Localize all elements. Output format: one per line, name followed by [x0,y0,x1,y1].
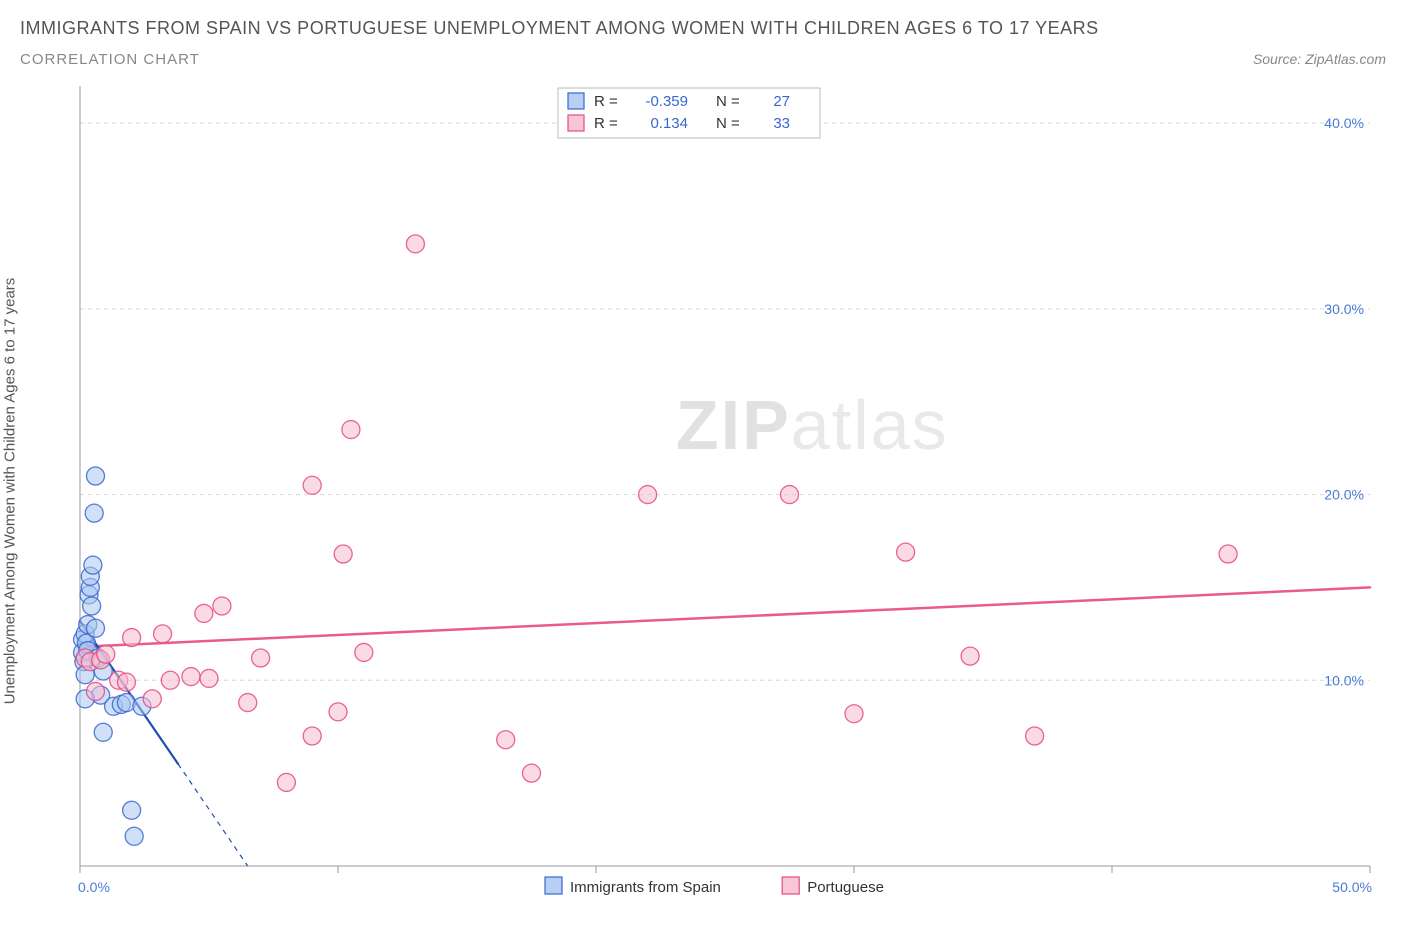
data-point [86,619,104,637]
data-point [1026,727,1044,745]
data-point [329,703,347,721]
data-point [781,486,799,504]
data-point [239,694,257,712]
y-axis-label: Unemployment Among Women with Children A… [2,278,19,705]
data-point [252,649,270,667]
data-point [195,604,213,622]
chart-subtitle: CORRELATION CHART [20,51,200,68]
data-point [161,671,179,689]
data-point [342,421,360,439]
data-point [523,764,541,782]
y-tick-label: 10.0% [1324,672,1364,688]
data-point [213,597,231,615]
trend-line-ext [178,764,248,866]
data-point [123,629,141,647]
legend-r-label: R = [594,93,618,110]
legend-n-value: 27 [773,93,790,110]
data-point [639,486,657,504]
data-point [86,467,104,485]
legend-swatch [568,93,584,109]
data-point [86,682,104,700]
scatter-chart: 10.0% 20.0% 30.0% 40.0% 0.0% 50.0% R = -0.359 N … [20,76,1386,906]
legend-r-value: 0.134 [650,115,688,132]
data-point [897,543,915,561]
data-point [1219,545,1237,563]
data-point [355,643,373,661]
data-point [303,727,321,745]
data-point [125,827,143,845]
legend-swatch [568,115,584,131]
x-tick-label: 50.0% [1332,879,1372,895]
chart-title: IMMIGRANTS FROM SPAIN VS PORTUGUESE UNEM… [20,18,1386,39]
legend-n-label: N = [716,115,740,132]
data-point [200,669,218,687]
data-point [845,705,863,723]
data-point [182,668,200,686]
legend-n-label: N = [716,93,740,110]
subtitle-row: CORRELATION CHART Source: ZipAtlas.com [20,51,1386,68]
chart-container: Unemployment Among Women with Children A… [20,76,1386,906]
legend-swatch [782,877,799,894]
data-point [97,645,115,663]
data-point [84,556,102,574]
legend-swatch [545,877,562,894]
y-tick-label: 40.0% [1324,115,1364,131]
data-point [277,773,295,791]
x-tick-label: 0.0% [78,879,110,895]
data-point [334,545,352,563]
data-point [123,801,141,819]
data-point [94,723,112,741]
data-point [406,235,424,253]
data-point [961,647,979,665]
data-point [497,731,515,749]
legend-series-label: Immigrants from Spain [570,879,721,896]
legend-series-label: Portuguese [807,879,884,896]
legend-n-value: 33 [773,115,790,132]
data-point [154,625,172,643]
trend-line [80,587,1370,646]
y-tick-label: 30.0% [1324,301,1364,317]
y-tick-label: 20.0% [1324,487,1364,503]
data-point [117,673,135,691]
data-point [143,690,161,708]
data-point [85,504,103,522]
legend-r-value: -0.359 [645,93,688,110]
source-credit: Source: ZipAtlas.com [1253,51,1386,67]
legend-r-label: R = [594,115,618,132]
data-point [303,476,321,494]
data-point [83,597,101,615]
